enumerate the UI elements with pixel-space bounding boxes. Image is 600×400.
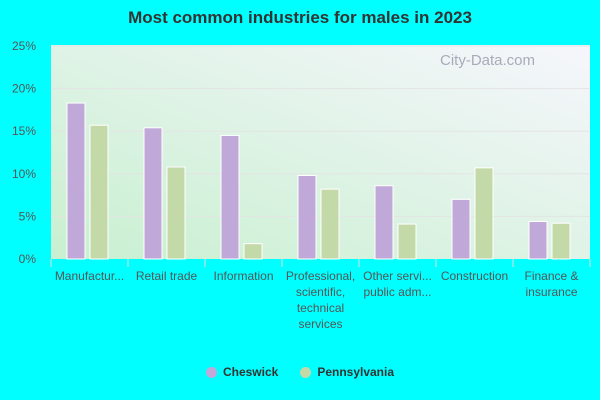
bar-pennsylvania <box>89 124 109 260</box>
bar-cheswick <box>374 185 394 260</box>
x-tick-label: Information <box>213 269 273 283</box>
legend-item-cheswick: Cheswick <box>205 365 279 379</box>
y-tick-label: 20% <box>12 82 36 96</box>
x-tick-label: scientific, <box>296 285 345 299</box>
bar-cheswick <box>66 102 86 260</box>
legend-swatch <box>300 366 312 378</box>
bar-pennsylvania <box>551 222 571 260</box>
legend-item-pennsylvania: Pennsylvania <box>300 365 394 379</box>
bar-cheswick <box>297 175 317 260</box>
bar-pennsylvania <box>397 223 417 260</box>
x-tick-label: public adm... <box>363 285 431 299</box>
y-tick-label: 0% <box>19 252 37 266</box>
bar-cheswick <box>143 127 163 260</box>
legend-label: Pennsylvania <box>317 365 395 379</box>
bar-pennsylvania <box>474 167 494 260</box>
y-tick-label: 15% <box>12 124 36 138</box>
legend-label: Cheswick <box>222 365 279 379</box>
x-tick-label: insurance <box>525 285 577 299</box>
legend: Cheswick Pennsylvania <box>0 365 600 379</box>
x-tick-label: Construction <box>441 269 508 283</box>
bar-cheswick <box>451 198 471 260</box>
bar-pennsylvania <box>320 188 340 260</box>
bar-cheswick <box>528 221 548 260</box>
y-tick-label: 25% <box>12 39 36 53</box>
x-tick-label: Retail trade <box>136 269 198 283</box>
x-tick-label: Professional, <box>286 269 355 283</box>
bar-pennsylvania <box>243 243 263 260</box>
x-tick-label: Manufactur... <box>55 269 124 283</box>
chart-title: Most common industries for males in 2023 <box>128 8 472 27</box>
y-tick-label: 5% <box>19 209 37 223</box>
bar-pennsylvania <box>166 166 186 260</box>
legend-swatch <box>205 366 217 378</box>
x-tick-label: technical <box>297 301 344 315</box>
y-tick-label: 10% <box>12 167 36 181</box>
x-tick-label: services <box>298 317 342 331</box>
x-tick-label: Other servi... <box>363 269 432 283</box>
x-tick-label: Finance & <box>524 269 578 283</box>
bar-cheswick <box>220 134 240 260</box>
watermark-logo: City-Data.com <box>440 52 536 69</box>
